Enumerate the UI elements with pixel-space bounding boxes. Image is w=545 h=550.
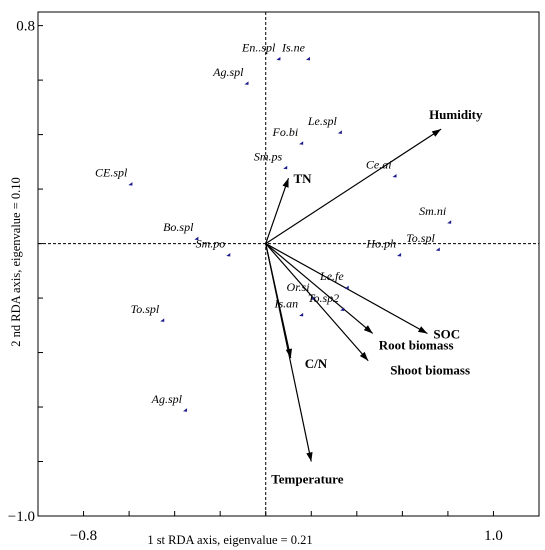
plot-frame (37, 11, 540, 517)
species-label-to-sp2: To.sp2 (308, 291, 339, 305)
species-point-or-si (310, 296, 315, 301)
species-point-sm-ni (447, 220, 452, 224)
arrowhead-root-biomass (363, 325, 373, 334)
y-axis-title: 2 nd RDA axis, eigenvalue = 0.10 (9, 177, 23, 347)
x-axis-title: 1 st RDA axis, eigenvalue = 0.21 (147, 533, 312, 547)
env-label-tn: TN (294, 171, 313, 186)
species-point-is-ne (305, 56, 310, 61)
species-label-sm-ps: Sm.ps (254, 149, 283, 163)
arrow-shoot-biomass (265, 243, 369, 362)
species-point-to-sp2 (340, 307, 345, 311)
species-point-bo-spl (194, 236, 199, 241)
arrowhead-soc (417, 326, 428, 334)
species-point-is-an (299, 312, 304, 317)
env-label-c-n: C/N (305, 356, 328, 371)
species-label-ce-spl: CE.spl (95, 166, 128, 180)
env-label-temperature: Temperature (271, 472, 343, 487)
arrowhead-shoot-biomass (359, 351, 369, 361)
species-label-or-si: Or.si (287, 280, 310, 294)
species-point-fo-bi (299, 141, 304, 145)
env-label-shoot-biomass: Shoot biomass (390, 363, 470, 378)
species-point-ce-ai (392, 173, 397, 178)
env-label-humidity: Humidity (429, 107, 483, 122)
species-label-le-fe: Le.fe (319, 269, 344, 283)
species-label-sm-ni: Sm.ni (419, 204, 446, 218)
species-scores: En..spl Is.ne Ag.spl Le.spl Fo.bi Sm.ps Ce.ai C… (95, 40, 452, 412)
species-label-is-ne: Is.ne (281, 40, 306, 54)
species-point-ce-spl (128, 182, 133, 186)
species-label-le-spl: Le.spl (307, 114, 338, 128)
arrowhead-temperature (306, 452, 313, 462)
species-point-to-spl (435, 247, 440, 252)
arrow-humidity (265, 128, 442, 245)
species-label-bo-spl: Bo.spl (163, 220, 194, 234)
arrow-root-biomass (265, 243, 374, 334)
y-tick-label: −1.0 (8, 509, 35, 525)
arrowhead-humidity (431, 129, 442, 137)
x-tick-label: 1.0 (484, 528, 503, 544)
arrow-tn (265, 177, 290, 244)
x-tick-label: −0.8 (70, 528, 97, 544)
species-point-ag-spl (244, 81, 249, 85)
species-label-ce-ai: Ce.ai (366, 157, 392, 171)
axis-ticks: −0.8 1.0 0.8 −1.0 (8, 19, 503, 544)
env-label-root-biomass: Root biomass (379, 337, 454, 352)
env-label-soc: SOC (433, 326, 460, 341)
species-label-to-spl: To.spl (406, 231, 435, 245)
arrowhead-tn (282, 178, 289, 188)
species-label-sm-po: Sm.po (196, 236, 226, 250)
species-point-ho-ph (397, 252, 402, 257)
species-label-en-spl: En..spl (241, 40, 276, 54)
species-label-ag-spl: Ag.spl (212, 65, 244, 79)
species-point-en-spl (276, 56, 281, 61)
arrow-temperature (265, 243, 312, 462)
species-point-sm-po (226, 252, 231, 257)
species-point-ag-spl (183, 408, 188, 412)
species-point-to-spl (160, 318, 165, 322)
species-label-ag-spl: Ag.spl (151, 392, 183, 406)
species-point-le-fe (344, 285, 349, 290)
species-label-fo-bi: Fo.bi (271, 125, 298, 139)
species-label-ho-ph: Ho.ph (365, 236, 396, 250)
species-label-is-an: Is.an (273, 296, 298, 310)
y-tick-label: 0.8 (16, 19, 35, 35)
species-label-to-spl: To.spl (131, 302, 160, 316)
species-point-sm-ps (283, 165, 288, 170)
species-point-le-spl (337, 130, 342, 134)
